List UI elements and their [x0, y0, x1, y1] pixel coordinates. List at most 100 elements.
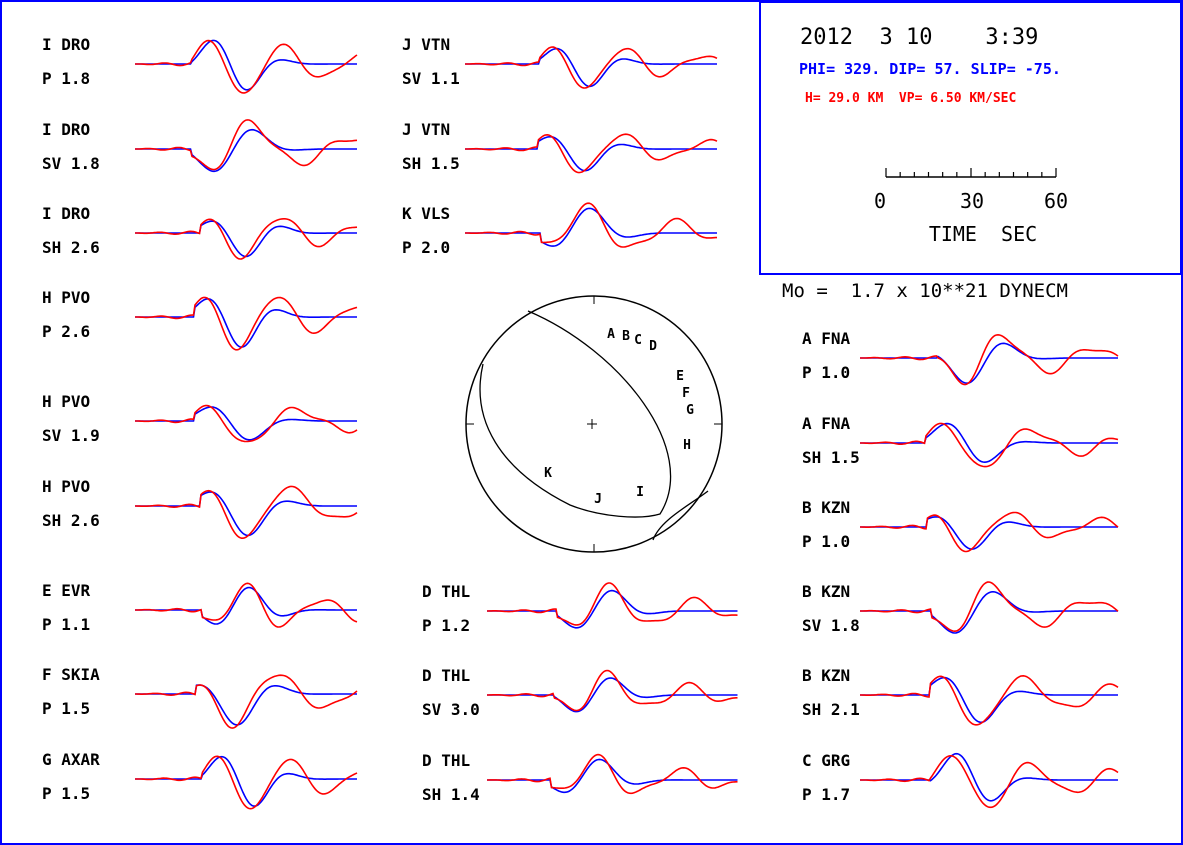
beachball-station-f: F [682, 386, 690, 401]
trace-station-label: G AXAR [42, 750, 100, 769]
synthetic-waveform [860, 591, 1118, 634]
beachball-station-d: D [649, 339, 657, 354]
observed-waveform [465, 133, 718, 174]
trace-station-label: B KZN [802, 498, 850, 517]
time-scale-tick-60: 60 [1044, 189, 1068, 213]
trace-component-label: P 1.5 [42, 784, 90, 803]
trace-station-label: I DRO [42, 204, 90, 223]
observed-waveform [135, 485, 358, 539]
beachball-station-c: C [634, 333, 642, 348]
trace-component-label: P 2.0 [402, 238, 450, 257]
synthetic-waveform [860, 752, 1118, 802]
observed-waveform [135, 674, 358, 729]
observed-waveform [135, 39, 358, 94]
nodal-plane-1 [479, 310, 672, 518]
trace-panel: H PVO SH 2.6 [42, 477, 358, 539]
trace-component-label: SH 1.4 [422, 785, 480, 804]
trace-station-label: D THL [422, 582, 470, 601]
time-scale-bar: 0 30 60 TIME SEC [874, 168, 1068, 246]
trace-station-label: K VLS [402, 204, 450, 223]
trace-panel: C GRG P 1.7 [802, 751, 1119, 809]
trace-component-label: SH 2.6 [42, 511, 100, 530]
trace-panel: J VTN SH 1.5 [402, 120, 718, 174]
observed-waveform [860, 581, 1119, 633]
trace-component-label: P 1.0 [802, 363, 850, 382]
observed-waveform [135, 119, 358, 171]
trace-component-label: SH 1.5 [402, 154, 460, 173]
seismic-moment: Mo = 1.7 x 10**21 DYNECM [782, 280, 1068, 302]
nodal-plane-2 [652, 490, 709, 541]
trace-panel: I DRO SV 1.8 [42, 119, 358, 173]
beachball-station-j: J [594, 492, 602, 507]
trace-station-label: J VTN [402, 120, 450, 139]
depth-velocity: H= 29.0 KM VP= 6.50 KM/SEC [805, 91, 1016, 106]
trace-panel: D THL SV 3.0 [422, 666, 738, 719]
trace-panel: B KZN SH 2.1 [802, 666, 1119, 726]
time-scale-tick-30: 30 [960, 189, 984, 213]
waveform-traces: I DRO P 1.8 I DRO SV 1.8 I DRO SH 2.6 H PVO P 2… [42, 35, 1119, 810]
trace-panel: A FNA SH 1.5 [802, 414, 1119, 468]
synthetic-waveform [465, 135, 717, 172]
trace-panel: H PVO SV 1.9 [42, 392, 358, 445]
beachball-station-a: A [607, 327, 615, 342]
trace-component-label: SH 2.6 [42, 238, 100, 257]
focal-mechanism-beachball: A B C D EFG H I J K [465, 295, 723, 553]
observed-waveform [860, 422, 1119, 468]
beachball-station-labels: A B C D EFG H I J K [544, 327, 694, 507]
observed-waveform [465, 202, 717, 248]
trace-panel: G AXAR P 1.5 [42, 750, 358, 810]
beachball-station-b: B [622, 329, 630, 344]
trace-station-label: A FNA [802, 414, 851, 433]
synthetic-waveform [135, 406, 357, 441]
trace-panel: F SKIA P 1.5 [42, 665, 358, 729]
trace-panel: B KZN SV 1.8 [802, 581, 1119, 635]
trace-panel: A FNA P 1.0 [802, 329, 1119, 386]
trace-station-label: B KZN [802, 666, 850, 685]
synthetic-waveform [860, 422, 1118, 464]
trace-panel: I DRO SH 2.6 [42, 204, 358, 260]
time-scale-tick-0: 0 [874, 189, 886, 213]
trace-component-label: SV 1.8 [802, 616, 860, 635]
synthetic-waveform [860, 342, 1118, 385]
trace-component-label: SV 3.0 [422, 700, 480, 719]
trace-component-label: SV 1.1 [402, 69, 460, 88]
observed-waveform [135, 218, 358, 260]
trace-station-label: I DRO [42, 35, 90, 54]
observed-waveform [860, 511, 1119, 553]
trace-component-label: P 1.8 [42, 69, 90, 88]
beachball-station-i: I [636, 485, 644, 500]
event-date-time: 2012 3 10 3:39 [800, 25, 1038, 50]
trace-station-label: E EVR [42, 581, 91, 600]
trace-panel: H PVO P 2.6 [42, 288, 358, 351]
trace-panel: D THL SH 1.4 [422, 751, 738, 804]
trace-station-label: H PVO [42, 288, 90, 307]
trace-component-label: P 2.6 [42, 322, 90, 341]
trace-panel: K VLS P 2.0 [402, 202, 717, 257]
trace-component-label: SH 2.1 [802, 700, 860, 719]
synthetic-waveform [487, 677, 738, 713]
header-frame [759, 1, 1182, 275]
beachball-station-e: E [676, 369, 684, 384]
observed-waveform [860, 333, 1119, 386]
synthetic-waveform [135, 684, 357, 726]
trace-component-label: SV 1.8 [42, 154, 100, 173]
trace-component-label: P 1.7 [802, 785, 850, 804]
trace-component-label: P 1.1 [42, 615, 90, 634]
trace-station-label: F SKIA [42, 665, 100, 684]
observed-waveform [135, 755, 358, 810]
observed-waveform [860, 674, 1119, 726]
beachball-station-k: K [544, 466, 552, 481]
trace-station-label: H PVO [42, 477, 90, 496]
trace-station-label: A FNA [802, 329, 851, 348]
observed-waveform [487, 669, 738, 712]
trace-component-label: P 1.5 [42, 699, 90, 718]
header-box: 2012 3 10 3:39 PHI= 329. DIP= 57. SLIP= … [759, 1, 1182, 275]
trace-component-label: P 1.0 [802, 532, 850, 551]
synthetic-waveform [135, 491, 357, 537]
observed-waveform [860, 755, 1119, 809]
trace-station-label: B KZN [802, 582, 850, 601]
observed-waveform [465, 46, 718, 89]
observed-waveform [135, 582, 358, 628]
synthetic-waveform [135, 298, 357, 348]
